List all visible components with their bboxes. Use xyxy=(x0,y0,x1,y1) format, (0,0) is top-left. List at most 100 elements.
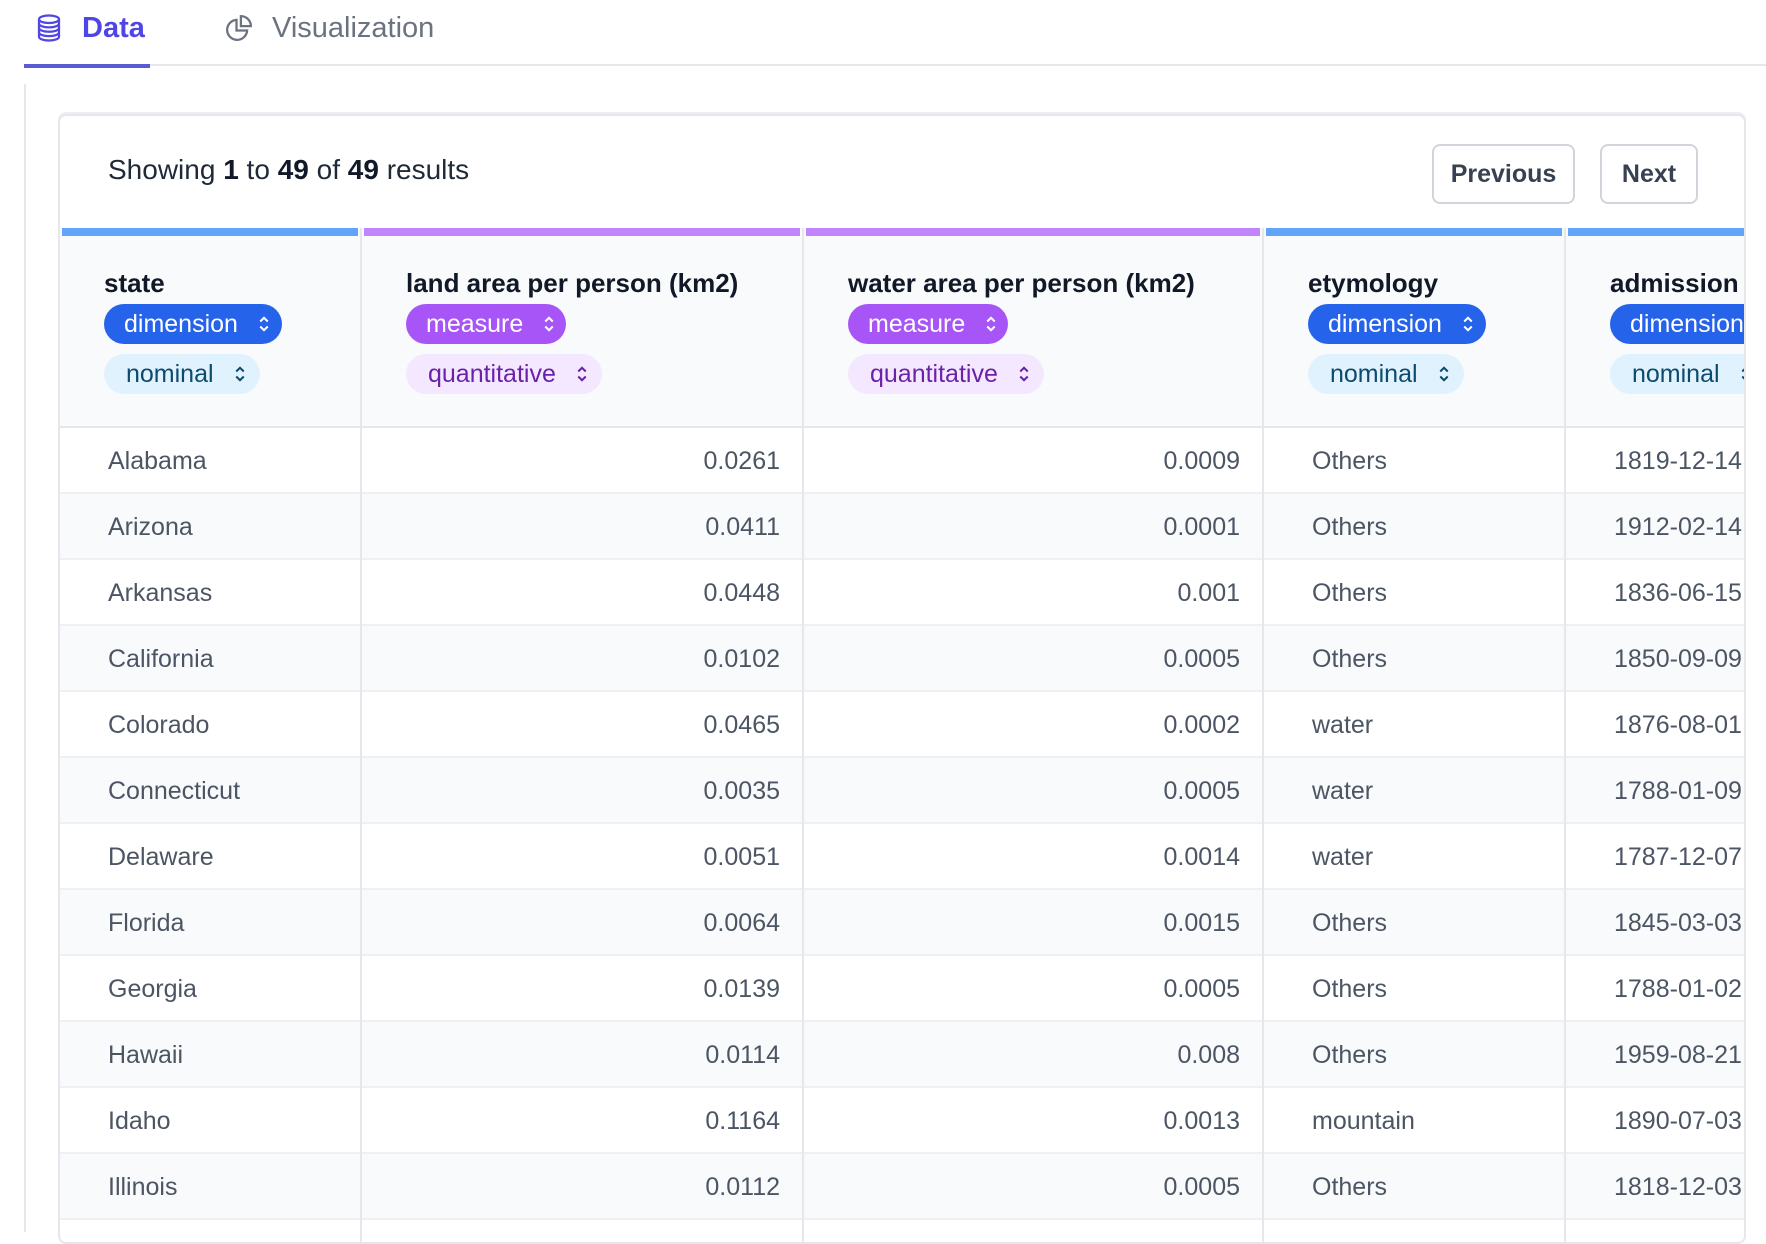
table-cell xyxy=(362,1220,804,1242)
column-header: land area per person (km2) measure quantit… xyxy=(362,228,804,428)
table-cell: 0.0015 xyxy=(804,890,1264,956)
table-cell: Others xyxy=(1264,1154,1566,1220)
summary-end: 49 xyxy=(277,154,309,185)
table-cell: 1850-09-09 xyxy=(1614,644,1742,673)
table-row: Arizona 0.0411 0.0001 Others 1912-02-14 xyxy=(60,494,1744,560)
column-header: state dimension nominal xyxy=(60,228,362,428)
data-table: state dimension nominal land area per perso… xyxy=(60,228,1744,1242)
table-cell: Others xyxy=(1264,494,1566,560)
chevron-up-down-icon xyxy=(986,316,996,332)
type-select[interactable]: quantitative xyxy=(406,354,602,394)
table-cell: water xyxy=(1264,824,1566,890)
table-cell: 0.0014 xyxy=(804,824,1264,890)
tab-visualization-label: Visualization xyxy=(272,11,435,44)
column-title: water area per person (km2) xyxy=(848,268,1195,298)
chevron-up-down-icon xyxy=(1439,366,1449,382)
table-cell: Georgia xyxy=(60,956,362,1022)
table-cell: 1890-07-03 xyxy=(1614,1106,1742,1135)
role-select-label: dimension xyxy=(1630,309,1744,338)
type-select[interactable]: nominal xyxy=(1308,354,1464,394)
tab-data[interactable]: Data xyxy=(24,0,152,68)
table-cell: Arkansas xyxy=(60,560,362,626)
role-select[interactable]: dimension xyxy=(104,304,282,344)
table-cell: 0.0035 xyxy=(362,758,804,824)
table-cell: Others xyxy=(1264,1022,1566,1088)
table-cell: 1845-03-03 xyxy=(1614,908,1742,937)
column-role-bar xyxy=(1568,228,1744,236)
table-cell xyxy=(1566,1220,1744,1242)
table-row: California 0.0102 0.0005 Others 1850-09-09 xyxy=(60,626,1744,692)
chevron-up-down-icon xyxy=(1741,367,1744,381)
chevron-up-down-icon xyxy=(259,316,269,332)
type-select-label: nominal xyxy=(1330,359,1418,388)
table-cell: Colorado xyxy=(60,692,362,758)
table-cell: 0.0009 xyxy=(804,428,1264,494)
previous-button[interactable]: Previous xyxy=(1432,144,1575,204)
column-role-bar xyxy=(62,228,358,236)
table-cell: 0.0051 xyxy=(362,824,804,890)
table-cell: 1787-12-07 xyxy=(1614,842,1742,871)
table-cell xyxy=(804,1220,1264,1242)
summary-to: to xyxy=(246,154,270,185)
table-cell: 0.0465 xyxy=(362,692,804,758)
results-summary: Showing 1 to 49 of 49 results xyxy=(108,154,469,186)
column-header: water area per person (km2) measure quanti… xyxy=(804,228,1264,428)
table-cell: Others xyxy=(1264,956,1566,1022)
table-row: Alabama 0.0261 0.0009 Others 1819-12-14 xyxy=(60,428,1744,494)
summary-prefix: Showing xyxy=(108,154,216,185)
chevron-up-down-icon xyxy=(544,316,554,332)
tab-bar: Data Visualization xyxy=(24,0,1766,68)
tab-visualization[interactable]: Visualization xyxy=(224,0,434,66)
column-header: etymology dimension nominal xyxy=(1264,228,1566,428)
type-select[interactable]: nominal xyxy=(1610,354,1744,394)
chevron-up-down-icon xyxy=(1463,316,1473,332)
type-select[interactable]: nominal xyxy=(104,354,260,394)
table-cell: Connecticut xyxy=(60,758,362,824)
table-cell: 1818-12-03 xyxy=(1614,1172,1742,1201)
table-cell: Others xyxy=(1264,890,1566,956)
table-cell xyxy=(60,1220,362,1242)
table-toolbar: Showing 1 to 49 of 49 results Previous N… xyxy=(60,116,1744,226)
table-cell: Illinois xyxy=(60,1154,362,1220)
table-cell: 0.0114 xyxy=(362,1022,804,1088)
table-cell: 0.0001 xyxy=(804,494,1264,560)
table-cell: California xyxy=(60,626,362,692)
summary-total: 49 xyxy=(347,154,379,185)
data-table-card: Showing 1 to 49 of 49 results Previous N… xyxy=(58,114,1746,1244)
role-select-label: measure xyxy=(426,309,524,338)
table-cell: Idaho xyxy=(60,1088,362,1154)
role-select[interactable]: measure xyxy=(406,304,566,344)
chevron-up-down-icon xyxy=(577,366,587,382)
type-select-label: quantitative xyxy=(428,359,556,388)
table-row xyxy=(60,1220,1744,1242)
pie-chart-icon xyxy=(226,14,253,41)
table-cell: 0.0139 xyxy=(362,956,804,1022)
table-cell: mountain xyxy=(1264,1088,1566,1154)
column-role-bar xyxy=(806,228,1260,236)
table-cell: Florida xyxy=(60,890,362,956)
table-cell: 0.0005 xyxy=(804,758,1264,824)
table-cell: 0.0005 xyxy=(804,626,1264,692)
next-button[interactable]: Next xyxy=(1600,144,1698,204)
role-select[interactable]: measure xyxy=(848,304,1008,344)
role-select[interactable]: dimension xyxy=(1610,304,1744,344)
table-cell: water xyxy=(1264,692,1566,758)
table-cell: Others xyxy=(1264,560,1566,626)
table-cell: 0.008 xyxy=(804,1022,1264,1088)
column-title: state xyxy=(104,268,165,298)
chevron-up-down-icon xyxy=(1019,366,1029,382)
role-select[interactable]: dimension xyxy=(1308,304,1486,344)
table-cell: Hawaii xyxy=(60,1022,362,1088)
table-cell: 0.001 xyxy=(804,560,1264,626)
table-row: Illinois 0.0112 0.0005 Others 1818-12-03 xyxy=(60,1154,1744,1220)
role-select-label: dimension xyxy=(1328,309,1442,338)
table-cell: Others xyxy=(1264,626,1566,692)
table-cell: 0.0112 xyxy=(362,1154,804,1220)
type-select[interactable]: quantitative xyxy=(848,354,1044,394)
table-cell: 0.0002 xyxy=(804,692,1264,758)
column-title: land area per person (km2) xyxy=(406,268,739,298)
table-body: Alabama 0.0261 0.0009 Others 1819-12-14 Arizo… xyxy=(60,428,1744,1242)
table-cell: Delaware xyxy=(60,824,362,890)
table-cell: 1836-06-15 xyxy=(1614,578,1742,607)
column-role-bar xyxy=(364,228,800,236)
